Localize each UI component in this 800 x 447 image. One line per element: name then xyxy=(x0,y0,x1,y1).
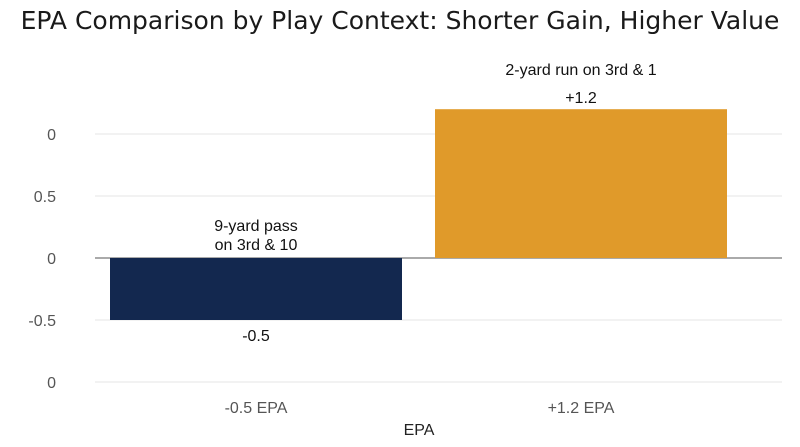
bar xyxy=(110,258,402,320)
bar-annotation: 9-yard pass xyxy=(214,218,298,235)
y-tick-label: 0 xyxy=(47,127,56,144)
x-tick-label: +1.2 EPA xyxy=(548,400,615,417)
chart-title: EPA Comparison by Play Context: Shorter … xyxy=(20,6,780,35)
y-tick-label: 0.5 xyxy=(34,189,56,206)
bar-annotation: 2-yard run on 3rd & 1 xyxy=(505,62,656,79)
x-tick-label: -0.5 EPA xyxy=(225,400,288,417)
bar-annotation: on 3rd & 10 xyxy=(215,237,298,254)
bar xyxy=(435,109,727,258)
y-tick-label: -0.5 xyxy=(28,313,56,330)
y-tick-label: 0 xyxy=(47,251,56,268)
data-label: -0.5 xyxy=(242,328,270,345)
y-tick-label: 0 xyxy=(47,375,56,392)
data-label: +1.2 xyxy=(565,90,597,107)
x-axis-title: EPA xyxy=(404,422,435,439)
